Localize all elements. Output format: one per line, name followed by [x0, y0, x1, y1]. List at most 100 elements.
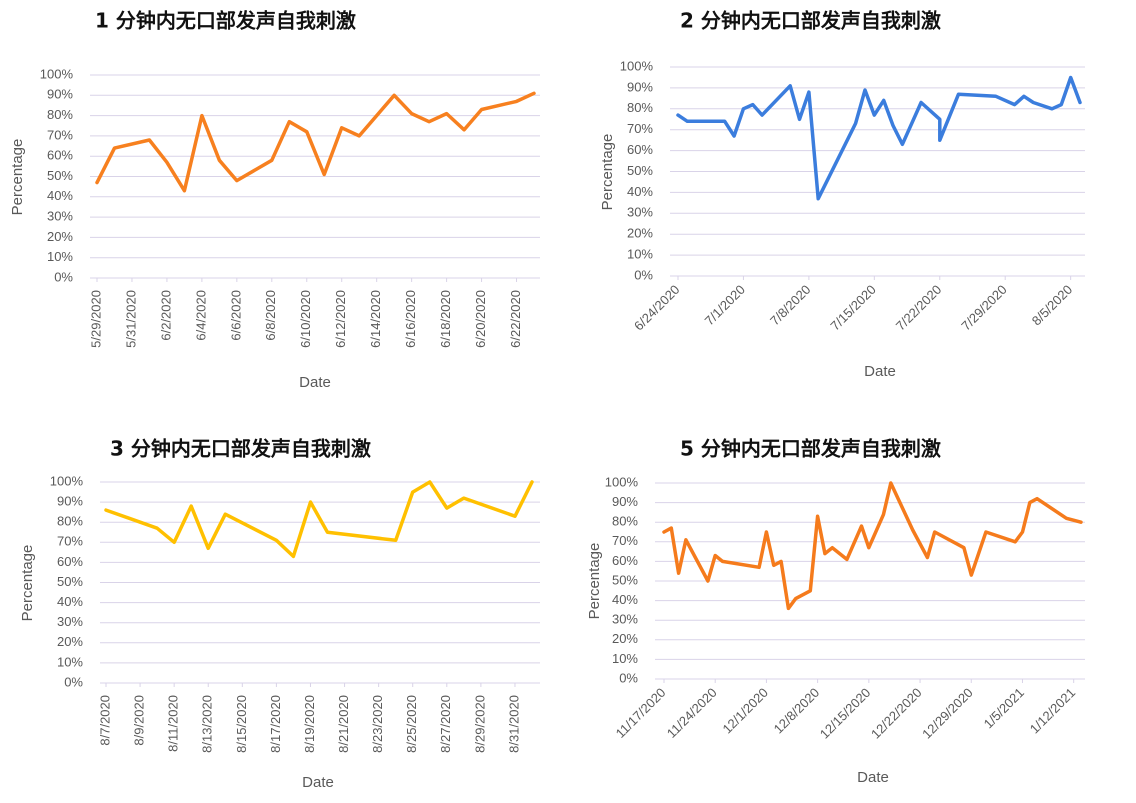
x-tick-label: 8/29/2020 [472, 695, 487, 753]
y-tick-label: 60% [57, 554, 83, 569]
y-tick-label: 20% [47, 229, 73, 244]
x-tick-label: 8/25/2020 [404, 695, 419, 753]
y-tick-label: 0% [64, 674, 83, 689]
x-tick-label: 8/11/2020 [166, 695, 181, 752]
x-tick-label: 6/22/2020 [508, 290, 523, 348]
y-tick-label: 100% [50, 473, 84, 488]
x-tick-label: 11/24/2020 [664, 685, 720, 741]
y-tick-label: 30% [47, 209, 73, 224]
y-tick-label: 20% [627, 226, 653, 241]
x-axis-label: Date [302, 774, 334, 791]
y-tick-label: 60% [47, 148, 73, 163]
x-tick-label: 6/24/2020 [631, 282, 683, 334]
y-tick-label: 70% [47, 127, 73, 142]
y-tick-label: 10% [612, 651, 638, 666]
y-tick-label: 50% [627, 163, 653, 178]
x-tick-label: 6/18/2020 [438, 290, 453, 348]
x-axis-label: Date [299, 374, 331, 391]
y-axis-label: Percentage [19, 545, 36, 622]
x-tick-label: 6/4/2020 [193, 290, 208, 341]
x-tick-label: 8/21/2020 [336, 695, 351, 753]
y-tick-label: 60% [612, 553, 638, 568]
y-tick-label: 100% [40, 66, 74, 81]
y-tick-label: 10% [47, 249, 73, 264]
x-tick-label: 6/12/2020 [333, 290, 348, 348]
x-tick-label: 6/14/2020 [368, 290, 383, 348]
y-axis-label: Percentage [586, 543, 603, 620]
x-tick-label: 8/9/2020 [132, 695, 147, 746]
x-tick-label: 6/16/2020 [403, 290, 418, 348]
y-tick-label: 30% [612, 612, 638, 627]
y-tick-label: 40% [627, 184, 653, 199]
x-tick-label: 12/29/2020 [919, 685, 976, 742]
y-tick-label: 40% [57, 594, 83, 609]
y-tick-label: 80% [47, 107, 73, 122]
x-axis-label: Date [864, 363, 896, 380]
x-tick-label: 5/29/2020 [88, 290, 103, 348]
y-tick-label: 60% [627, 142, 653, 157]
x-tick-label: 7/1/2020 [702, 282, 748, 328]
y-tick-label: 90% [627, 79, 653, 94]
y-tick-label: 30% [57, 614, 83, 629]
y-axis-label: Percentage [9, 139, 26, 216]
x-tick-label: 1/12/2021 [1027, 685, 1079, 737]
x-tick-label: 7/8/2020 [767, 282, 813, 328]
y-tick-label: 20% [612, 631, 638, 646]
chart-title: 5 分钟内无口部发声自我刺激 [680, 437, 941, 461]
y-tick-label: 80% [612, 514, 638, 529]
chart-title: 1 分钟内无口部发声自我刺激 [95, 9, 356, 33]
x-tick-label: 8/31/2020 [506, 695, 521, 753]
x-tick-label: 8/27/2020 [438, 695, 453, 753]
y-tick-label: 50% [612, 572, 638, 587]
chart-title: 3 分钟内无口部发声自我刺激 [110, 437, 371, 461]
x-tick-label: 8/13/2020 [200, 695, 215, 753]
x-tick-label: 8/15/2020 [234, 695, 249, 753]
x-tick-label: 5/31/2020 [123, 290, 138, 348]
x-tick-label: 8/17/2020 [268, 695, 283, 753]
x-tick-label: 8/23/2020 [370, 695, 385, 753]
y-tick-label: 20% [57, 634, 83, 649]
y-tick-label: 40% [47, 188, 73, 203]
x-axis-label: Date [857, 769, 889, 786]
y-tick-label: 90% [612, 494, 638, 509]
x-tick-label: 8/19/2020 [302, 695, 317, 753]
y-tick-label: 0% [634, 267, 653, 282]
y-tick-label: 30% [627, 205, 653, 220]
x-tick-label: 12/22/2020 [868, 685, 925, 742]
x-tick-label: 8/7/2020 [97, 695, 112, 746]
x-tick-label: 12/8/2020 [771, 685, 823, 737]
y-axis-label: Percentage [599, 134, 616, 211]
x-tick-label: 6/8/2020 [263, 290, 278, 341]
x-tick-label: 6/6/2020 [228, 290, 243, 341]
y-tick-label: 90% [47, 87, 73, 102]
x-tick-label: 11/17/2020 [613, 685, 669, 741]
x-tick-label: 6/2/2020 [158, 290, 173, 341]
x-tick-label: 12/15/2020 [817, 685, 874, 742]
data-line [95, 91, 536, 193]
x-tick-label: 7/29/2020 [958, 282, 1010, 334]
x-tick-label: 1/5/2021 [981, 685, 1027, 731]
x-tick-label: 6/20/2020 [473, 290, 488, 348]
data-line [676, 75, 1082, 201]
y-tick-label: 70% [612, 533, 638, 548]
x-tick-label: 6/10/2020 [298, 290, 313, 348]
x-tick-label: 8/5/2020 [1029, 282, 1075, 328]
y-tick-label: 90% [57, 494, 83, 509]
data-line [104, 480, 534, 559]
y-tick-label: 50% [57, 574, 83, 589]
y-tick-label: 70% [627, 121, 653, 136]
y-tick-label: 0% [619, 670, 638, 685]
y-tick-label: 10% [627, 247, 653, 262]
chart-title: 2 分钟内无口部发声自我刺激 [680, 9, 941, 33]
x-tick-label: 12/1/2020 [719, 685, 771, 737]
y-tick-label: 70% [57, 534, 83, 549]
x-tick-label: 7/15/2020 [827, 282, 879, 334]
y-tick-label: 100% [605, 474, 639, 489]
y-tick-label: 40% [612, 592, 638, 607]
y-tick-label: 50% [47, 168, 73, 183]
y-tick-label: 80% [57, 514, 83, 529]
y-tick-label: 80% [627, 100, 653, 115]
y-tick-label: 100% [620, 58, 654, 73]
x-tick-label: 7/22/2020 [893, 282, 945, 334]
